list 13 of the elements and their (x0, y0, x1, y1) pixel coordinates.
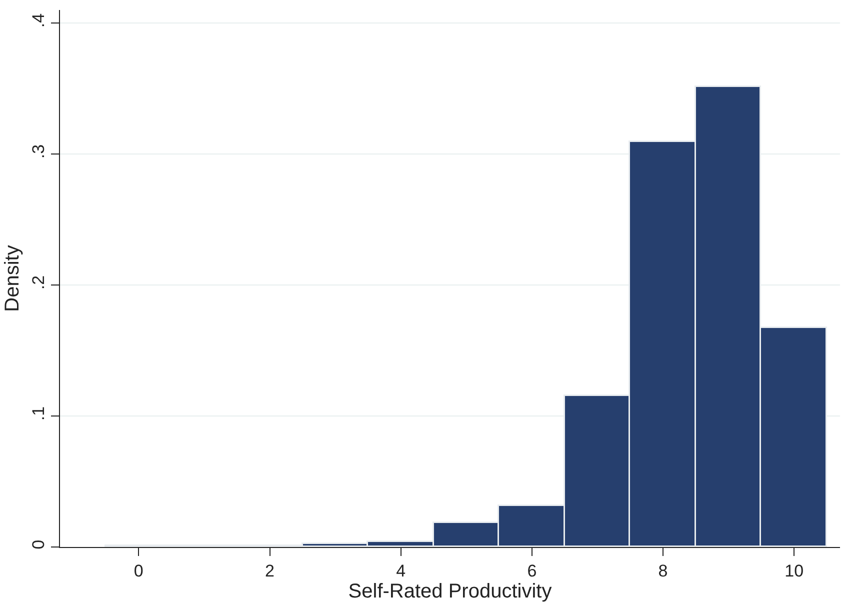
x-tick-label: 8 (658, 561, 668, 580)
y-tick-label: 0 (29, 540, 48, 550)
x-tick-label: 6 (527, 561, 537, 580)
x-axis-title: Self-Rated Productivity (348, 580, 552, 602)
y-tick-label: .3 (29, 144, 48, 159)
x-tick-label: 2 (265, 561, 274, 580)
x-tick-label: 0 (134, 561, 144, 580)
y-tick-label: .1 (29, 406, 48, 421)
x-tick-label: 4 (396, 561, 406, 580)
y-tick-label: .4 (29, 13, 48, 28)
y-axis-title: Density (2, 245, 24, 312)
x-tick-label: 10 (784, 561, 804, 580)
y-tick-label: .2 (29, 275, 48, 290)
